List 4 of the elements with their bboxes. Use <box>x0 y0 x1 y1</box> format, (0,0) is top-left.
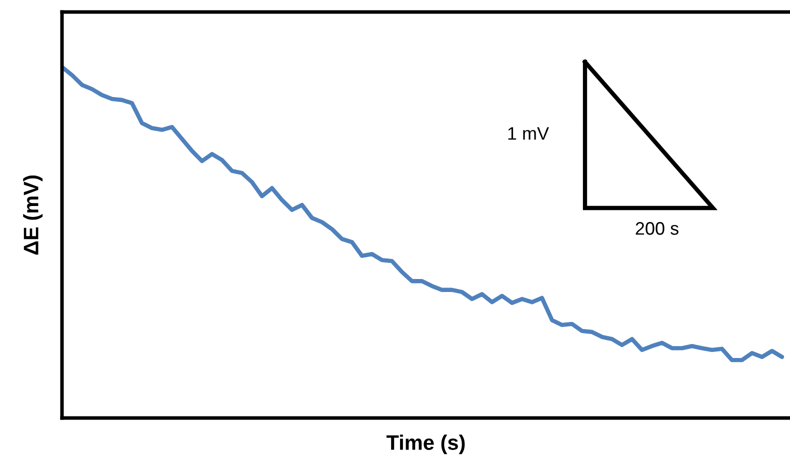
x-axis-title: Time (s) <box>386 434 465 454</box>
annotation: 200 s <box>636 222 678 235</box>
annotation: 1 mV <box>508 127 549 140</box>
y-axis-title: ΔE (mV) <box>23 176 43 255</box>
